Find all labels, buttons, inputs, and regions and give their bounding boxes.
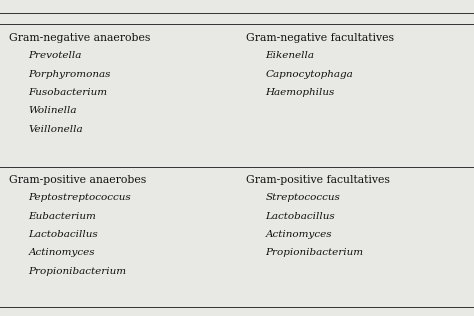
Text: Capnocytophaga: Capnocytophaga [265, 70, 353, 78]
Text: Haemophilus: Haemophilus [265, 88, 335, 97]
Text: Lactobacillus: Lactobacillus [28, 230, 98, 239]
Text: Gram-negative facultatives: Gram-negative facultatives [246, 33, 394, 43]
Text: Porphyromonas: Porphyromonas [28, 70, 111, 78]
Text: Veillonella: Veillonella [28, 125, 83, 133]
Text: Streptococcus: Streptococcus [265, 193, 340, 202]
Text: Gram-positive anaerobes: Gram-positive anaerobes [9, 175, 147, 185]
Text: Eubacterium: Eubacterium [28, 212, 96, 221]
Text: Gram-positive facultatives: Gram-positive facultatives [246, 175, 391, 185]
Text: Actinomyces: Actinomyces [265, 230, 332, 239]
Text: Actinomyces: Actinomyces [28, 248, 95, 257]
Text: Peptostreptococcus: Peptostreptococcus [28, 193, 131, 202]
Text: Eikenella: Eikenella [265, 51, 314, 60]
Text: Gram-negative anaerobes: Gram-negative anaerobes [9, 33, 151, 43]
Text: Wolinella: Wolinella [28, 106, 77, 115]
Text: Fusobacterium: Fusobacterium [28, 88, 108, 97]
Text: Propionibacterium: Propionibacterium [265, 248, 364, 257]
Text: Lactobacillus: Lactobacillus [265, 212, 335, 221]
Text: Propionibacterium: Propionibacterium [28, 267, 127, 276]
Text: Prevotella: Prevotella [28, 51, 82, 60]
